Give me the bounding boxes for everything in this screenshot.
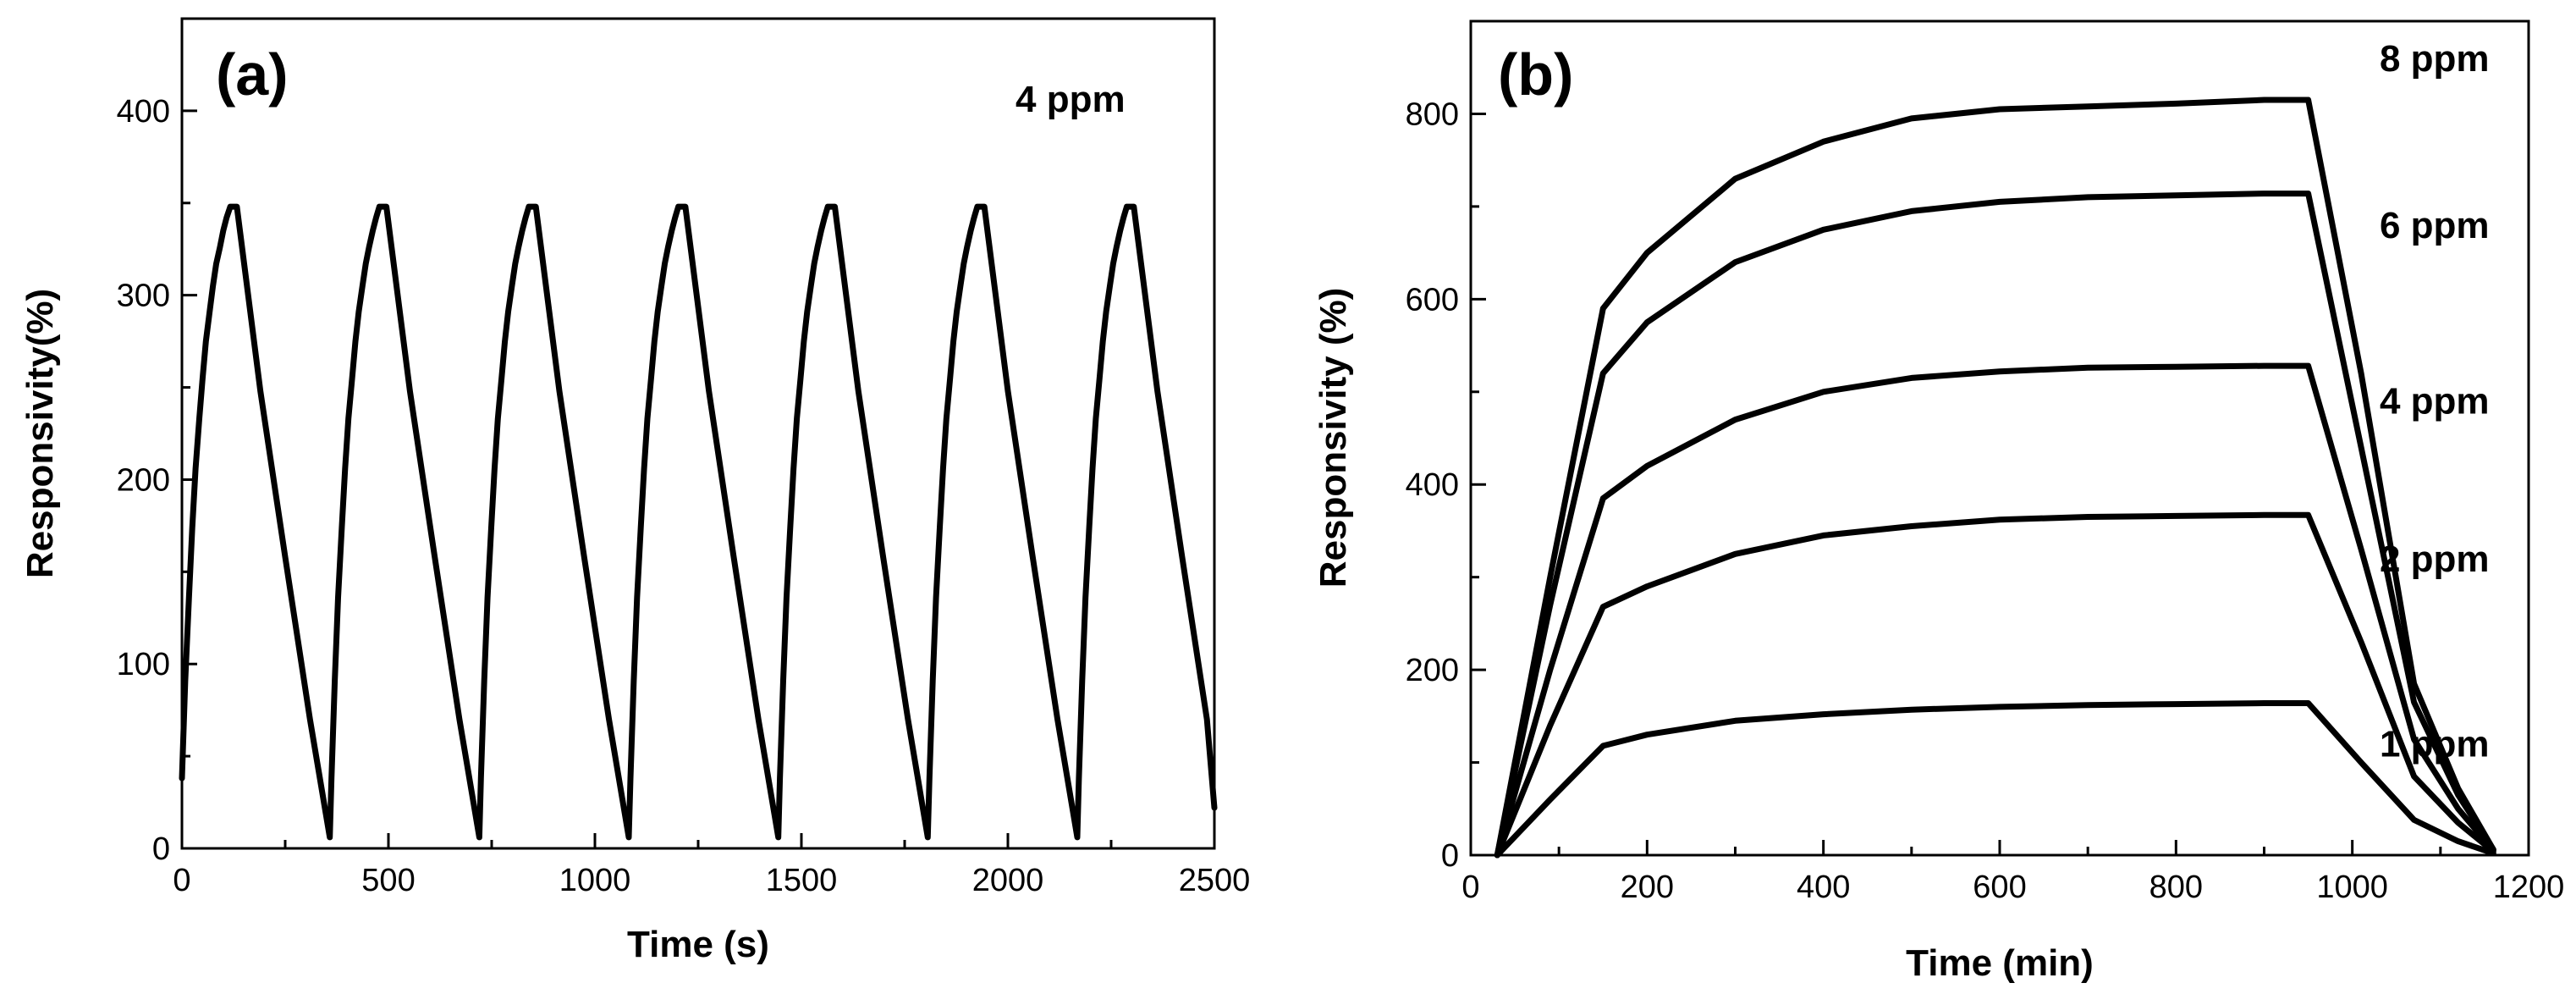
panel-label-a: (a) bbox=[216, 41, 289, 108]
x-tick-label-a: 500 bbox=[361, 863, 415, 898]
y-axis-label-a: Responsivity(%) bbox=[19, 289, 61, 578]
x-tick-label-a: 2500 bbox=[1179, 863, 1251, 898]
x-tick-label-b: 1200 bbox=[2493, 870, 2565, 905]
series-a bbox=[179, 203, 1218, 841]
series-label-4-ppm: 4 ppm bbox=[2380, 381, 2490, 422]
x-tick-label-b: 1000 bbox=[2316, 870, 2388, 905]
x-tick-label-a: 1000 bbox=[559, 863, 631, 898]
y-tick-label-b: 800 bbox=[1406, 97, 1459, 132]
y-tick-label-b: 600 bbox=[1406, 282, 1459, 318]
x-tick-label-b: 800 bbox=[2149, 870, 2203, 905]
x-tick-label-a: 1500 bbox=[766, 863, 838, 898]
x-tick-label-a: 2000 bbox=[972, 863, 1044, 898]
series-label-1-ppm: 1 ppm bbox=[2380, 724, 2490, 765]
y-tick-label-b: 400 bbox=[1406, 467, 1459, 503]
y-axis-label-b: Responsivity (%) bbox=[1313, 288, 1354, 588]
series-label-8-ppm: 8 ppm bbox=[2380, 38, 2490, 80]
series-label-2-ppm: 2 ppm bbox=[2380, 538, 2490, 580]
x-tick-label-b: 200 bbox=[1621, 870, 1674, 905]
x-axis-label-a: Time (s) bbox=[627, 924, 769, 965]
y-tick-label-a: 300 bbox=[117, 279, 170, 314]
series-labels-b: 1 ppm 2 ppm 4 ppm 6 ppm 8 ppm bbox=[2380, 38, 2490, 765]
panel-a: 0 500 1000 1500 2000 2500 0 100 200 300 400 (a) 4 … bbox=[19, 17, 1251, 965]
x-tick-label-b: 600 bbox=[1973, 870, 2026, 905]
series-label-6-ppm: 6 ppm bbox=[2380, 205, 2490, 246]
x-tick-label-b: 400 bbox=[1797, 870, 1850, 905]
y-tick-label-a: 100 bbox=[117, 647, 170, 682]
series-line-4-ppm bbox=[1494, 362, 2496, 859]
y-tick-label-a: 200 bbox=[117, 462, 170, 498]
y-tick-label-b: 200 bbox=[1406, 653, 1459, 688]
ticks-b: 0 200 400 600 800 1000 1200 0 200 400 600 800 bbox=[1406, 97, 2565, 905]
panel-b: 0 200 400 600 800 1000 1200 0 200 400 600 800 1 ppm… bbox=[1313, 19, 2565, 984]
ticks-a: 0 500 1000 1500 2000 2500 0 100 200 300 400 bbox=[117, 94, 1251, 898]
series-b bbox=[1494, 97, 2496, 859]
series-line-4-ppm-cycles bbox=[179, 203, 1218, 841]
y-tick-label-a: 400 bbox=[117, 94, 170, 130]
annotation-a: 4 ppm bbox=[1016, 79, 1126, 120]
series-line-2-ppm bbox=[1494, 511, 2496, 859]
x-tick-label-a: 0 bbox=[173, 863, 190, 898]
panel-label-b: (b) bbox=[1498, 41, 1573, 108]
x-axis-label-b: Time (min) bbox=[1906, 942, 2094, 984]
series-line-6-ppm bbox=[1494, 191, 2496, 859]
y-tick-label-a: 0 bbox=[152, 831, 170, 867]
series-line-8-ppm bbox=[1494, 97, 2496, 859]
x-tick-label-b: 0 bbox=[1461, 870, 1479, 905]
y-tick-label-b: 0 bbox=[1441, 838, 1459, 874]
series-line-1-ppm bbox=[1494, 700, 2496, 859]
